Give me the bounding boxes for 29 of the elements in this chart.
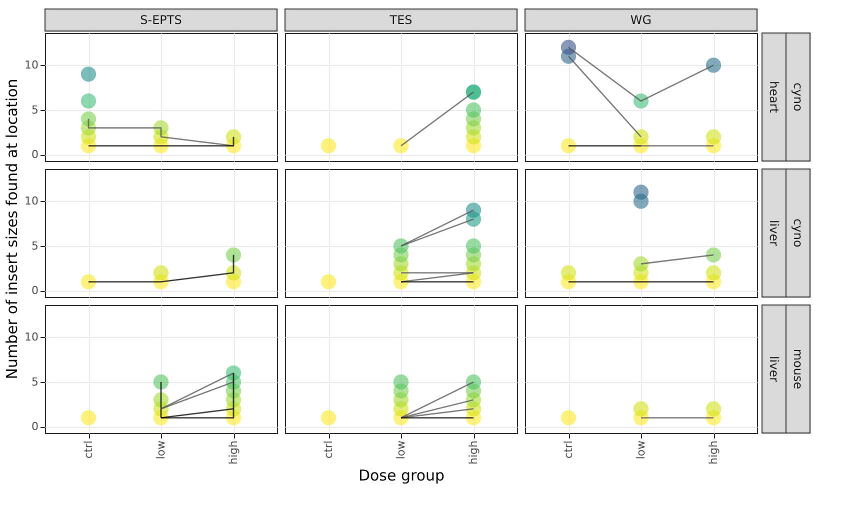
x-tick-label: high <box>707 440 720 464</box>
text: liver <box>767 356 781 382</box>
chart-title: TES <box>388 13 412 27</box>
y-tick-label: 10 <box>24 194 38 208</box>
x-tick-label: low <box>154 440 168 460</box>
text: cyno <box>791 218 805 248</box>
chart-title: S-EPTS <box>140 13 182 27</box>
y-tick-label: 0 <box>32 420 38 434</box>
x-tick-label: low <box>394 440 408 460</box>
x-tick-label: high <box>227 440 240 464</box>
y-tick-label: 5 <box>32 375 38 388</box>
y-tick-label: 10 <box>24 58 38 72</box>
y-tick-label: 0 <box>32 284 38 298</box>
x-tick-label: high <box>467 440 480 464</box>
y-tick-label: 5 <box>32 103 38 116</box>
x-tick-label: ctrl <box>82 440 95 458</box>
y-tick-label: 0 <box>32 148 38 162</box>
y-tick-label: 10 <box>24 330 38 344</box>
x-tick-label: low <box>634 440 648 460</box>
chart-title: WG <box>630 13 652 27</box>
text: mouse <box>791 348 805 390</box>
x-tick-label: ctrl <box>562 440 575 458</box>
x-axis-title: Dose group <box>358 466 445 484</box>
y-tick-label: 5 <box>32 239 38 252</box>
text: liver <box>767 220 781 246</box>
text: heart <box>767 81 781 114</box>
x-tick-label: ctrl <box>322 440 335 458</box>
y-axis-title: Number of insert sizes found at location <box>3 78 21 380</box>
text: cyno <box>791 82 805 112</box>
